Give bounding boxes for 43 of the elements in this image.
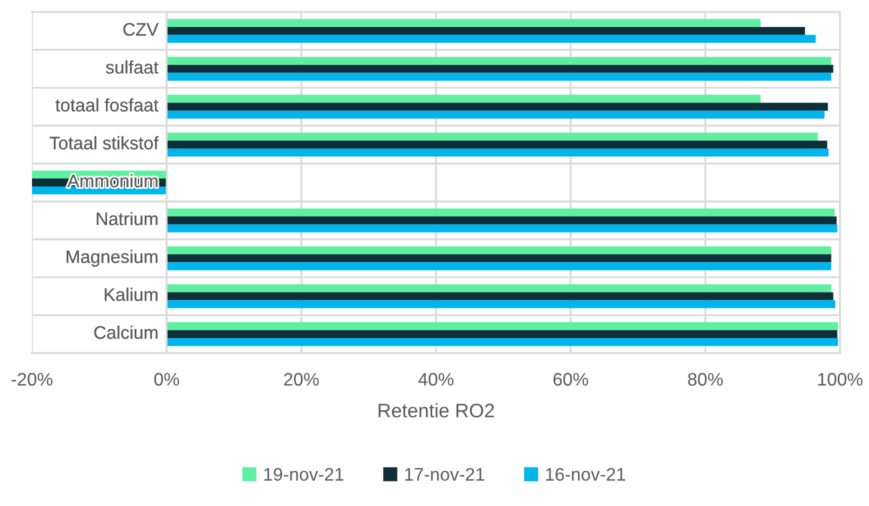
bar bbox=[166, 338, 838, 346]
bar bbox=[166, 208, 835, 216]
bar bbox=[166, 300, 836, 308]
y-tick-label: Calcium bbox=[94, 326, 158, 339]
bar bbox=[166, 148, 829, 157]
y-tick-label: Magnesium bbox=[66, 250, 158, 267]
bar bbox=[166, 254, 832, 262]
bar bbox=[166, 102, 828, 111]
bar bbox=[166, 26, 805, 35]
x-tick-label: 60% bbox=[554, 372, 588, 386]
bar bbox=[166, 19, 761, 27]
legend-label: 17-nov-21 bbox=[405, 468, 484, 481]
x-tick-label: 0% bbox=[154, 372, 180, 386]
bar bbox=[166, 262, 832, 270]
y-tick-label: totaal fosfaat bbox=[55, 98, 158, 112]
bar bbox=[166, 284, 832, 292]
x-tick-label: 100% bbox=[818, 372, 862, 386]
bar bbox=[166, 224, 838, 232]
bar bbox=[166, 56, 832, 65]
legend-label: 19-nov-21 bbox=[264, 468, 344, 481]
x-axis-title: Retentie RO2 bbox=[378, 403, 494, 418]
bar bbox=[166, 110, 825, 119]
bar bbox=[166, 322, 838, 330]
bar bbox=[166, 140, 828, 149]
y-tick-label: Kalium bbox=[104, 288, 158, 302]
bar bbox=[166, 34, 816, 43]
bar bbox=[166, 292, 834, 300]
x-tick-label: -20% bbox=[12, 372, 52, 386]
x-tick-label: 40% bbox=[418, 372, 454, 386]
y-tick-label: Totaal stikstof bbox=[50, 136, 159, 150]
x-tick-label: 80% bbox=[688, 372, 723, 386]
bar bbox=[166, 64, 834, 73]
bar bbox=[166, 94, 761, 103]
y-tick-label: CZV bbox=[123, 23, 159, 36]
y-tick-label: sulfaat bbox=[106, 60, 158, 74]
bar bbox=[166, 216, 837, 224]
y-tick-label: Natrium bbox=[96, 212, 158, 226]
bar bbox=[166, 246, 832, 254]
bar bbox=[166, 330, 838, 338]
x-tick-label: 20% bbox=[284, 372, 319, 386]
legend-label: 16-nov-21 bbox=[546, 468, 626, 481]
bar bbox=[166, 132, 818, 141]
bar bbox=[166, 72, 832, 81]
